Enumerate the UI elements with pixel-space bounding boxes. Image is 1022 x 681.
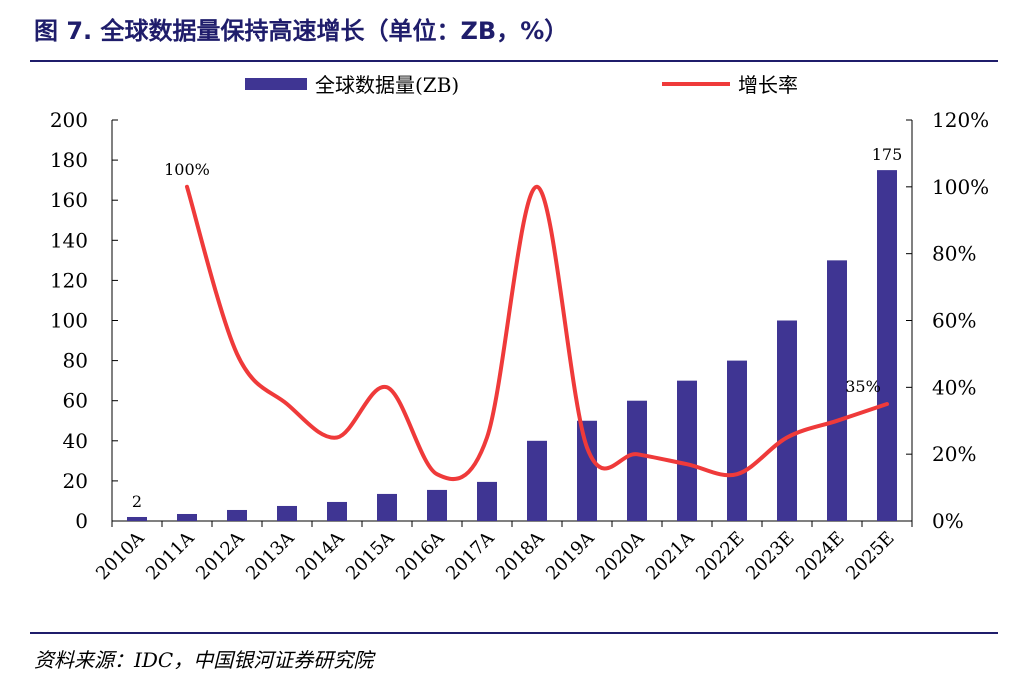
bar (577, 420, 597, 521)
data-label: 100% (164, 160, 210, 179)
left-axis-tick-label: 0 (75, 509, 88, 533)
x-axis-tick-label: 2014A (292, 527, 349, 584)
left-axis-tick-label: 80 (63, 349, 88, 373)
x-axis-tick-label: 2025E (842, 528, 899, 585)
x-axis-tick-label: 2023E (742, 528, 799, 585)
x-axis-tick-label: 2015A (342, 527, 399, 584)
bar (227, 509, 247, 521)
x-axis-tick-label: 2020A (592, 527, 649, 584)
x-axis-tick-label: 2018A (492, 527, 549, 584)
x-axis-tick-label: 2022E (692, 528, 749, 585)
growth-rate-line (185, 184, 889, 482)
left-axis-tick-label: 160 (50, 188, 88, 212)
x-axis-tick-label: 2024E (792, 528, 849, 585)
source-note: 资料来源：IDC，中国银河证券研究院 (34, 648, 374, 672)
bar (677, 380, 697, 521)
x-axis-tick-label: 2010A (92, 527, 149, 584)
x-axis-tick-label: 2019A (542, 527, 599, 584)
bar (427, 489, 447, 521)
bar (627, 400, 647, 521)
left-axis-tick-label: 20 (63, 469, 88, 493)
x-axis-tick-label: 2021A (642, 527, 699, 584)
data-label: 175 (872, 145, 903, 164)
x-axis-tick-label: 2017A (442, 527, 499, 584)
data-label: 2 (132, 492, 142, 511)
right-axis-tick-label: 80% (932, 242, 976, 266)
bar (727, 360, 747, 521)
legend-label: 增长率 (738, 73, 798, 97)
bar (277, 505, 297, 521)
left-axis-tick-label: 40 (63, 429, 88, 453)
right-axis-tick-label: 20% (932, 442, 976, 466)
bar (327, 501, 347, 521)
left-axis-tick-label: 60 (63, 389, 88, 413)
bar (527, 440, 547, 521)
legend-swatch-bar (245, 78, 307, 90)
left-axis-tick-label: 120 (50, 268, 88, 292)
chart-area: 0 20 40 60 80 100 120 140 160 180 200 0% 20% 40% 60% 80… (50, 73, 989, 585)
left-axis-tick-label: 140 (50, 228, 88, 252)
footer-rule (30, 632, 998, 634)
right-axis-tick-label: 100% (932, 175, 989, 199)
bar (177, 513, 197, 521)
chart-title: 图 7. 全球数据量保持高速增长（单位：ZB，%） (34, 17, 569, 45)
right-axis-tick-label: 120% (932, 108, 989, 132)
title-rule (30, 60, 998, 62)
legend-label: 全球数据量(ZB) (315, 73, 459, 97)
x-axis-tick-label: 2016A (392, 527, 449, 584)
bar (477, 481, 497, 521)
right-axis-tick-label: 40% (932, 375, 976, 399)
bar (827, 260, 847, 521)
left-axis-tick-label: 100 (50, 309, 88, 333)
bar (127, 516, 147, 521)
bar (777, 320, 797, 521)
left-axis-tick-label: 180 (50, 148, 88, 172)
data-label: 35% (845, 377, 881, 396)
right-axis-tick-label: 60% (932, 309, 976, 333)
x-axis-tick-label: 2011A (142, 527, 199, 584)
x-axis-tick-label: 2013A (242, 527, 299, 584)
left-axis-tick-label: 200 (50, 108, 88, 132)
bar (877, 170, 897, 521)
bar (377, 493, 397, 521)
x-axis-tick-label: 2012A (192, 527, 249, 584)
right-axis-tick-label: 0% (932, 509, 964, 533)
